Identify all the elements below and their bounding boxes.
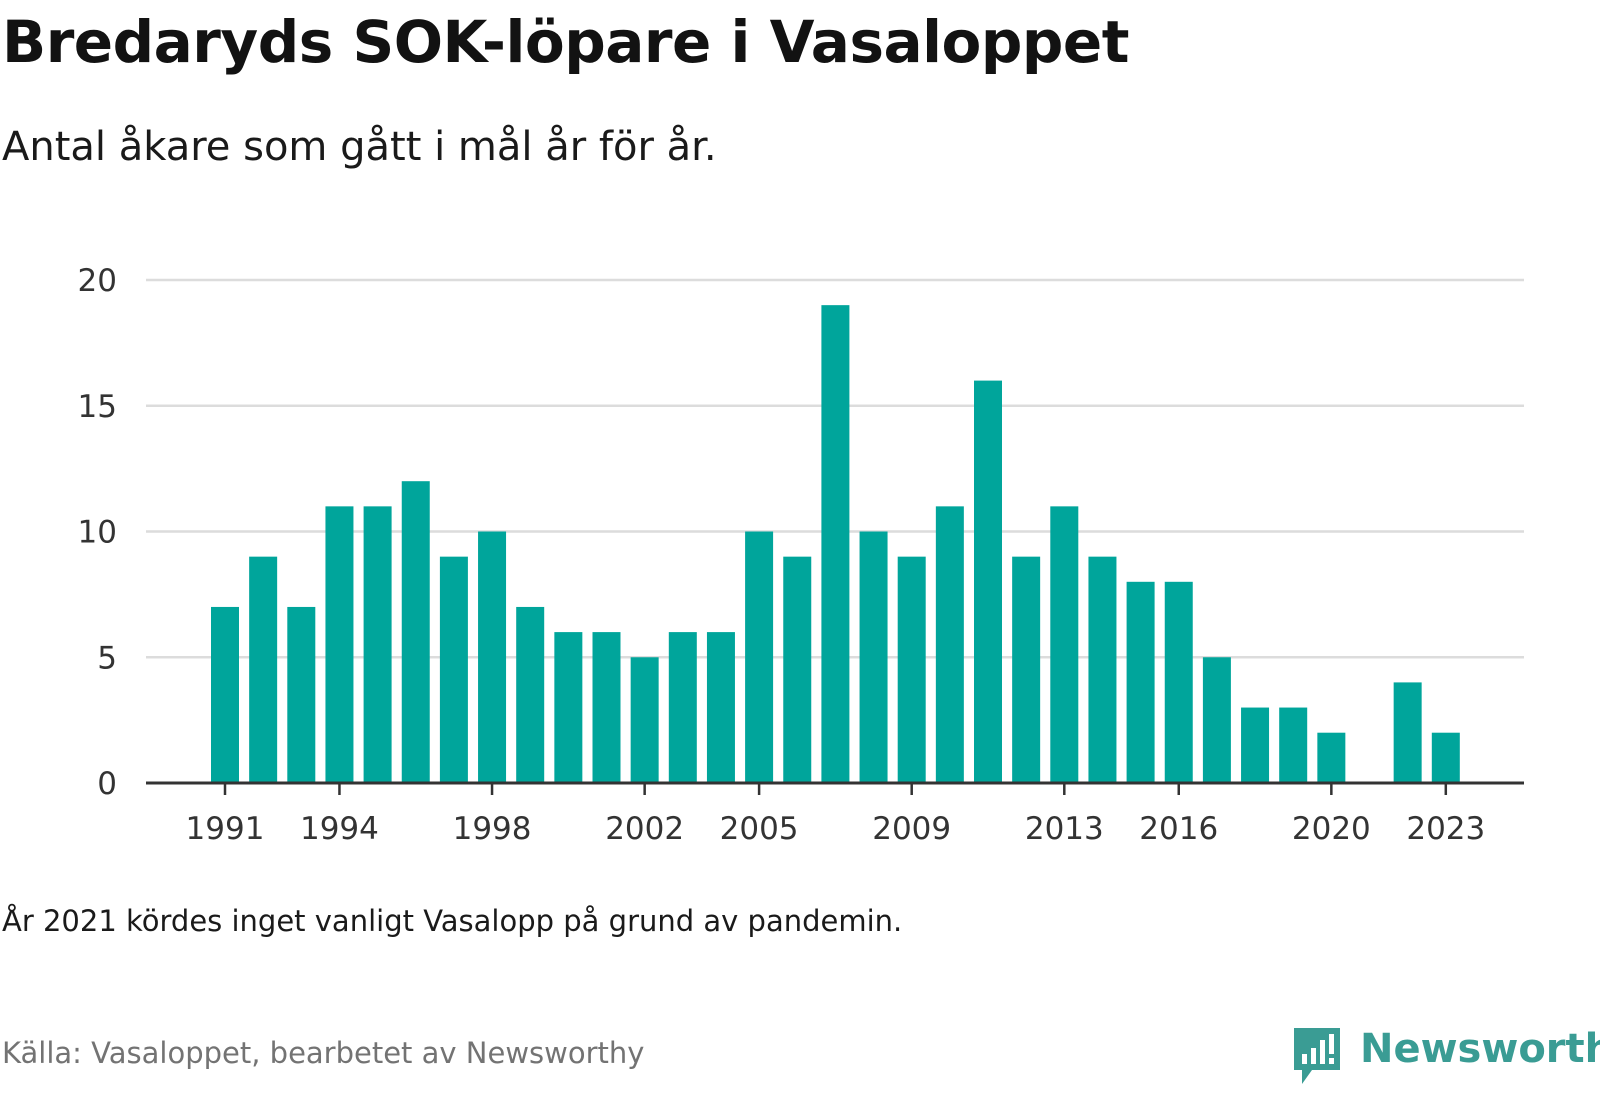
bar-2007 xyxy=(821,305,850,783)
y-tick-label: 0 xyxy=(97,766,117,802)
logo-text: Newsworthy xyxy=(1360,1026,1600,1072)
bar-1991 xyxy=(211,606,239,783)
x-tick-label: 1991 xyxy=(186,811,265,847)
chart-subtitle: Antal åkare som gått i mål år för år. xyxy=(2,124,717,170)
chart-title: Bredaryds SOK-löpare i Vasaloppet xyxy=(2,8,1129,76)
bar-1996 xyxy=(401,481,430,783)
bar-1997 xyxy=(439,556,468,783)
bar-1993 xyxy=(287,606,316,783)
bar-2009 xyxy=(897,556,926,783)
y-tick-label: 20 xyxy=(78,263,117,299)
bar-1994 xyxy=(325,506,354,783)
bar-2006 xyxy=(783,556,812,783)
x-tick-label: 1994 xyxy=(300,811,379,847)
bar-2015 xyxy=(1126,581,1155,783)
bar-chart: 0 5 10 15 20 1991 1994 1998 2002 2005 2009 2013 2016… xyxy=(78,263,1524,847)
bar-1998 xyxy=(478,531,507,783)
bar-2004 xyxy=(706,632,735,783)
bar-1995 xyxy=(363,506,392,783)
bar-1999 xyxy=(516,606,545,783)
x-tick-label: 2005 xyxy=(720,811,799,847)
axes: 0 5 10 15 20 1991 1994 1998 2002 2005 2009 2013 2016… xyxy=(78,263,1524,847)
footnote: År 2021 kördes inget vanligt Vasalopp på… xyxy=(2,904,903,938)
bar-2012 xyxy=(1012,556,1041,783)
bar-2013 xyxy=(1050,506,1079,783)
bar-2020 xyxy=(1317,732,1346,783)
bar-2001 xyxy=(592,632,621,783)
bar-2018 xyxy=(1241,707,1270,783)
bar-2010 xyxy=(935,506,964,783)
logo-icon xyxy=(1294,1028,1340,1084)
bar-2016 xyxy=(1164,581,1193,783)
x-tick-label: 2016 xyxy=(1139,811,1218,847)
x-tick-label: 2013 xyxy=(1025,811,1104,847)
bar-2011 xyxy=(974,380,1002,783)
newsworthy-logo: Newsworthy xyxy=(1290,1024,1600,1094)
x-tick-label: 2002 xyxy=(605,811,684,847)
bar-2000 xyxy=(554,632,583,783)
bar-2022 xyxy=(1393,682,1422,783)
bars xyxy=(211,305,1460,783)
bar-2023 xyxy=(1431,732,1460,783)
bar-2003 xyxy=(668,632,697,783)
y-tick-label: 15 xyxy=(78,389,117,425)
x-tick-label: 2023 xyxy=(1406,811,1485,847)
bar-2019 xyxy=(1279,707,1308,783)
y-tick-label: 10 xyxy=(78,515,117,551)
x-tick-label: 2020 xyxy=(1292,811,1371,847)
bar-1992 xyxy=(249,556,278,783)
bar-2014 xyxy=(1088,556,1117,783)
x-tick-label: 2009 xyxy=(872,811,951,847)
x-tick-label: 1998 xyxy=(453,811,532,847)
bar-2005 xyxy=(745,531,774,783)
source-text: Källa: Vasaloppet, bearbetet av Newswort… xyxy=(2,1036,645,1070)
bar-2008 xyxy=(859,531,888,783)
y-tick-label: 5 xyxy=(97,640,117,676)
bar-2017 xyxy=(1202,657,1231,783)
bar-2002 xyxy=(630,657,659,783)
